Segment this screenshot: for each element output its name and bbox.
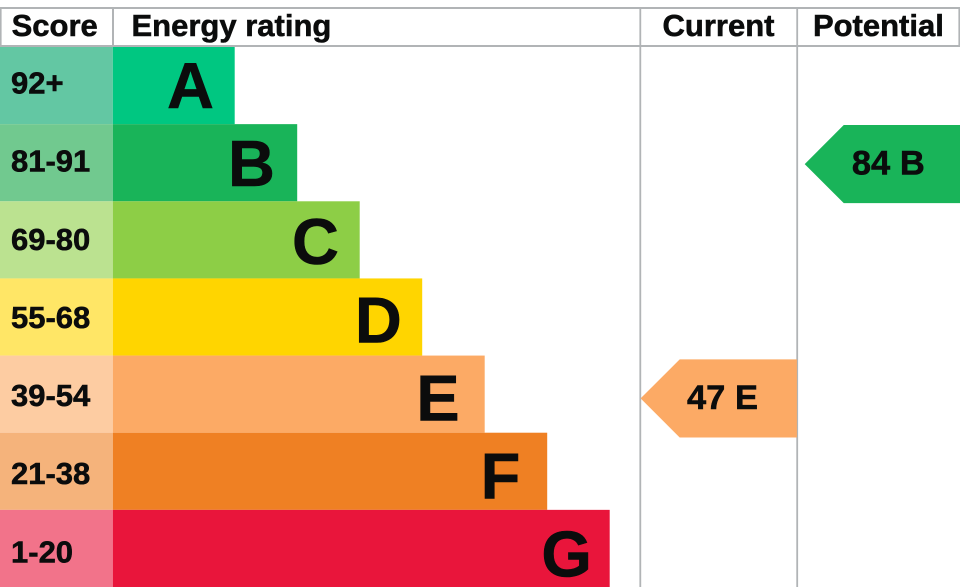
svg-text:F: F — [481, 440, 521, 513]
svg-text:47 E: 47 E — [687, 379, 758, 417]
svg-text:G: G — [541, 518, 592, 587]
svg-text:84 B: 84 B — [852, 145, 925, 183]
svg-text:A: A — [167, 49, 214, 122]
svg-text:55-68: 55-68 — [11, 300, 90, 335]
svg-text:Energy rating: Energy rating — [132, 8, 332, 43]
svg-text:81-91: 81-91 — [11, 144, 90, 179]
svg-text:C: C — [292, 205, 339, 278]
svg-text:Current: Current — [663, 8, 775, 43]
svg-text:1-20: 1-20 — [11, 534, 73, 569]
svg-text:69-80: 69-80 — [11, 222, 90, 257]
svg-text:21-38: 21-38 — [11, 456, 90, 491]
svg-text:92+: 92+ — [11, 66, 64, 101]
svg-text:Score: Score — [12, 8, 98, 43]
svg-text:E: E — [416, 361, 459, 434]
svg-text:D: D — [355, 283, 402, 356]
svg-text:Potential: Potential — [813, 8, 944, 43]
svg-text:39-54: 39-54 — [11, 378, 91, 413]
svg-text:B: B — [228, 127, 275, 200]
